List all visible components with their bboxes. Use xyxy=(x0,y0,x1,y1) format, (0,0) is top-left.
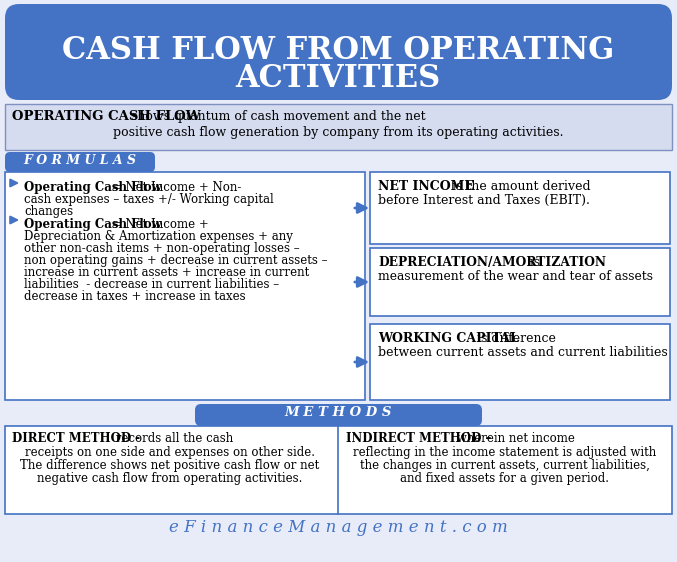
Bar xyxy=(370,172,670,244)
Text: is difference: is difference xyxy=(473,332,556,345)
FancyBboxPatch shape xyxy=(195,404,482,426)
Text: non operating gains + decrease in current assets –: non operating gains + decrease in curren… xyxy=(24,254,328,267)
Text: between current assets and current liabilities: between current assets and current liabi… xyxy=(378,346,668,359)
Text: = Net Income + Non-: = Net Income + Non- xyxy=(108,181,242,194)
Bar xyxy=(370,324,670,400)
Text: and fixed assets for a given period.: and fixed assets for a given period. xyxy=(401,472,609,485)
FancyBboxPatch shape xyxy=(5,152,155,172)
Text: NET INCOME: NET INCOME xyxy=(378,180,474,193)
Text: Depreciation & Amortization expenses + any: Depreciation & Amortization expenses + a… xyxy=(24,230,293,243)
Text: Operating Cash Flow: Operating Cash Flow xyxy=(24,218,162,231)
Text: Operating Cash Flow: Operating Cash Flow xyxy=(24,181,162,194)
Text: other non-cash items + non-operating losses –: other non-cash items + non-operating los… xyxy=(24,242,300,255)
Text: reflecting in the income statement is adjusted with: reflecting in the income statement is ad… xyxy=(353,446,657,459)
Text: liabilities  - decrease in current liabilities –: liabilities - decrease in current liabil… xyxy=(24,278,279,291)
Text: e F i n a n c e M a n a g e m e n t . c o m: e F i n a n c e M a n a g e m e n t . c … xyxy=(169,519,507,536)
Bar xyxy=(5,426,672,514)
Text: CASH FLOW FROM OPERATING: CASH FLOW FROM OPERATING xyxy=(62,35,614,66)
Text: decrease in taxes + increase in taxes: decrease in taxes + increase in taxes xyxy=(24,290,246,303)
FancyBboxPatch shape xyxy=(5,4,672,100)
Text: = Net Income +: = Net Income + xyxy=(108,218,209,231)
Text: receipts on one side and expenses on other side.: receipts on one side and expenses on oth… xyxy=(25,446,315,459)
Text: cash expenses – taxes +/- Working capital: cash expenses – taxes +/- Working capita… xyxy=(24,193,274,206)
Text: ACTIVITIES: ACTIVITIES xyxy=(236,63,441,94)
Text: increase in current assets + increase in current: increase in current assets + increase in… xyxy=(24,266,309,279)
Text: positive cash flow generation by company from its operating activities.: positive cash flow generation by company… xyxy=(113,126,563,139)
Text: before Interest and Taxes (EBIT).: before Interest and Taxes (EBIT). xyxy=(378,194,590,207)
Text: wherein net income: wherein net income xyxy=(453,432,575,445)
Text: negative cash flow from operating activities.: negative cash flow from operating activi… xyxy=(37,472,303,485)
Text: F O R M U L A S: F O R M U L A S xyxy=(24,154,137,167)
Bar xyxy=(370,248,670,316)
Text: DIRECT METHOD -: DIRECT METHOD - xyxy=(12,432,140,445)
Text: is: is xyxy=(526,256,540,269)
Bar xyxy=(5,104,672,150)
Text: records all the cash: records all the cash xyxy=(112,432,234,445)
Text: changes: changes xyxy=(24,205,73,218)
Text: measurement of the wear and tear of assets: measurement of the wear and tear of asse… xyxy=(378,270,653,283)
Text: the changes in current assets, current liabilities,: the changes in current assets, current l… xyxy=(360,459,650,472)
Text: OPERATING CASH FLOW: OPERATING CASH FLOW xyxy=(12,110,200,123)
Text: M E T H O D S: M E T H O D S xyxy=(284,406,392,419)
Bar xyxy=(5,172,365,400)
Text: The difference shows net positive cash flow or net: The difference shows net positive cash f… xyxy=(20,459,320,472)
Text: DEPRECIATION/AMORTIZATION: DEPRECIATION/AMORTIZATION xyxy=(378,256,606,269)
Text: INDIRECT METHOD –: INDIRECT METHOD – xyxy=(346,432,492,445)
Text: shows quantum of cash movement and the net: shows quantum of cash movement and the n… xyxy=(127,110,426,123)
Text: WORKING CAPITAL: WORKING CAPITAL xyxy=(378,332,519,345)
Text: is the amount derived: is the amount derived xyxy=(448,180,590,193)
